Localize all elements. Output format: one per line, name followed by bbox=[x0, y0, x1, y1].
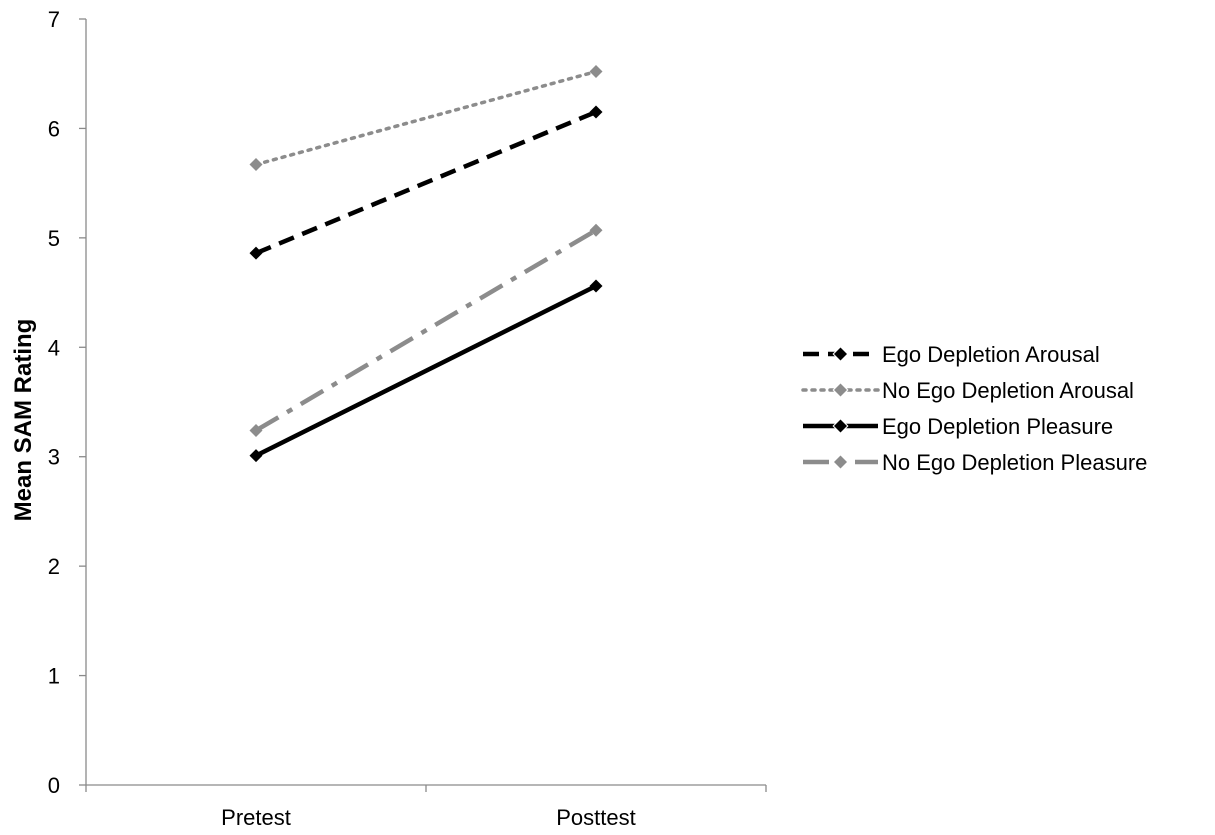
y-tick-label: 3 bbox=[48, 445, 60, 470]
data-point-marker bbox=[249, 158, 263, 172]
legend-item: Ego Depletion Arousal bbox=[803, 342, 1100, 367]
y-axis-label: Mean SAM Rating bbox=[10, 319, 37, 522]
series-line bbox=[254, 228, 598, 433]
data-point-marker bbox=[589, 65, 603, 79]
series-2 bbox=[249, 65, 603, 172]
legend-item: No Ego Depletion Pleasure bbox=[803, 450, 1147, 475]
plot-area bbox=[249, 65, 603, 463]
y-tick-label: 1 bbox=[48, 664, 60, 689]
x-tick-label: Pretest bbox=[221, 805, 291, 830]
data-point-marker bbox=[249, 423, 263, 437]
legend-marker bbox=[834, 419, 847, 433]
legend-marker bbox=[834, 455, 847, 469]
legend-label: Ego Depletion Pleasure bbox=[882, 414, 1113, 439]
legend-item: Ego Depletion Pleasure bbox=[803, 414, 1113, 439]
series-line bbox=[255, 109, 597, 256]
legend: Ego Depletion Arousal No Ego Depletion Ar… bbox=[801, 342, 1147, 475]
series-4 bbox=[249, 223, 603, 437]
legend-label: No Ego Depletion Pleasure bbox=[882, 450, 1147, 475]
y-tick-label: 5 bbox=[48, 226, 60, 251]
axes: 0 1 2 3 4 5 6 7 Pretest Posttest bbox=[48, 7, 767, 830]
legend-marker bbox=[834, 383, 847, 397]
legend-label: No Ego Depletion Arousal bbox=[882, 378, 1134, 403]
series-1 bbox=[249, 105, 603, 260]
y-tick-label: 0 bbox=[48, 773, 60, 798]
series-line bbox=[254, 283, 598, 458]
legend-item: No Ego Depletion Arousal bbox=[801, 378, 1134, 403]
data-point-marker bbox=[589, 105, 603, 119]
y-tick-label: 4 bbox=[48, 335, 60, 360]
y-tick-label: 6 bbox=[48, 116, 60, 141]
y-tick-label: 7 bbox=[48, 7, 60, 32]
legend-label: Ego Depletion Arousal bbox=[882, 342, 1100, 367]
series-3 bbox=[249, 279, 603, 463]
x-tick-label: Posttest bbox=[556, 805, 635, 830]
data-point-marker bbox=[249, 449, 263, 463]
data-point-marker bbox=[589, 223, 603, 237]
data-point-marker bbox=[589, 279, 603, 293]
data-point-marker bbox=[249, 246, 263, 260]
series-line bbox=[254, 69, 598, 167]
legend-marker bbox=[834, 347, 847, 361]
y-tick-label: 2 bbox=[48, 554, 60, 579]
